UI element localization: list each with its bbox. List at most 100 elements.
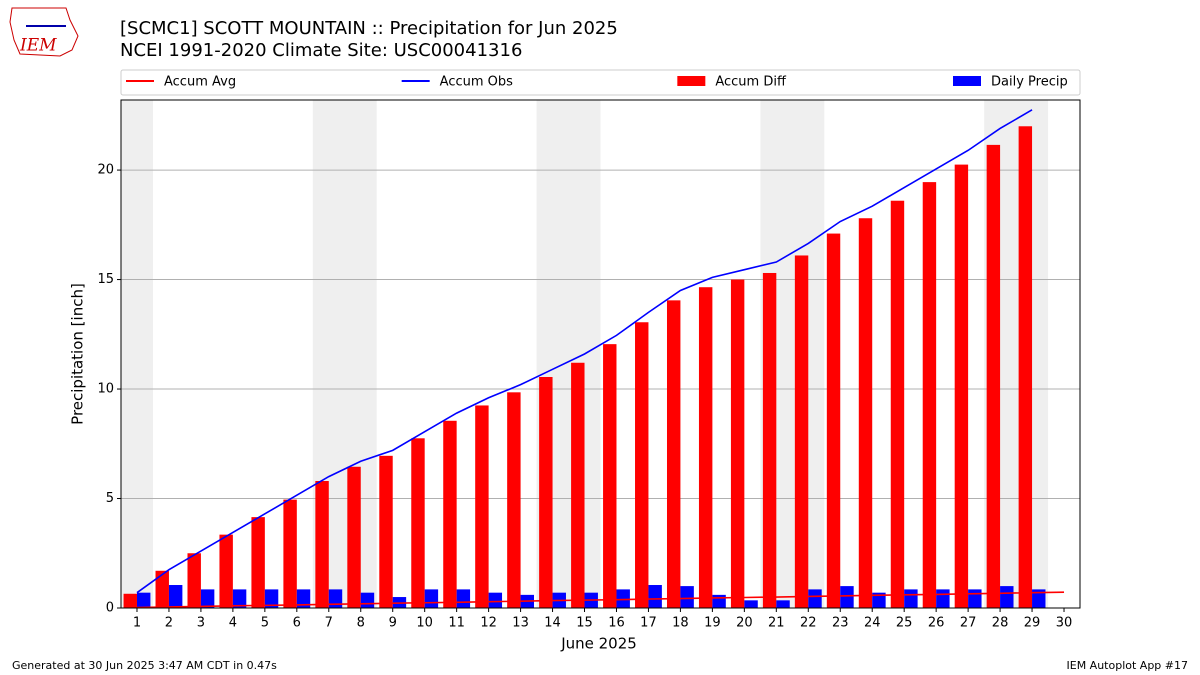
bar — [730, 279, 745, 608]
bar — [1032, 589, 1046, 608]
bar — [1000, 586, 1014, 608]
bar — [840, 586, 854, 608]
bar — [136, 592, 151, 608]
bar — [379, 455, 393, 608]
bar — [571, 362, 585, 608]
x-tick-label: 13 — [512, 616, 529, 631]
bar — [635, 322, 649, 608]
legend-swatch — [677, 76, 706, 86]
bar — [794, 255, 809, 608]
bar — [968, 589, 982, 608]
bar — [187, 553, 201, 608]
y-tick-label: 5 — [106, 491, 114, 506]
bar — [123, 593, 137, 608]
bar — [411, 438, 425, 608]
footer-left: Generated at 30 Jun 2025 3:47 AM CDT in … — [12, 659, 277, 672]
legend-swatch — [953, 76, 981, 86]
bar — [744, 600, 758, 608]
logo-outline — [9, 7, 79, 57]
y-tick-label: 15 — [97, 272, 114, 287]
logo-text: IEM — [19, 36, 57, 56]
x-tick-label: 21 — [768, 616, 785, 631]
y-axis-label: Precipitation [inch] — [69, 283, 87, 425]
bar — [443, 420, 457, 608]
bar — [826, 233, 841, 608]
x-tick-label: 7 — [325, 616, 333, 631]
y-tick-label: 20 — [97, 163, 114, 178]
bar — [936, 589, 950, 608]
bar — [456, 589, 471, 608]
bar — [507, 392, 521, 608]
x-tick-label: 23 — [832, 616, 849, 631]
bar — [328, 589, 343, 608]
weekend-band — [121, 100, 153, 608]
bar — [616, 589, 630, 608]
chart-title: [SCMC1] SCOTT MOUNTAIN :: Precipitation … — [120, 18, 618, 39]
line — [136, 591, 1065, 609]
bar — [251, 517, 265, 608]
chart-subtitle: NCEI 1991-2020 Climate Site: USC00041316 — [120, 40, 522, 61]
bar — [872, 592, 886, 608]
x-tick-label: 8 — [357, 616, 365, 631]
bar — [264, 589, 279, 608]
x-tick-label: 15 — [576, 616, 593, 631]
x-tick-label: 26 — [928, 616, 945, 631]
legend-label: Accum Avg — [164, 75, 236, 90]
logo: IEM — [9, 7, 79, 57]
legend-box — [120, 69, 1081, 96]
bar — [603, 344, 617, 608]
x-tick-label: 10 — [416, 616, 433, 631]
x-tick-label: 19 — [704, 616, 721, 631]
plot-layer — [121, 109, 1080, 609]
bar — [648, 585, 662, 608]
x-tick-label: 24 — [864, 616, 881, 631]
bar — [475, 405, 489, 608]
legend-label: Daily Precip — [991, 75, 1068, 90]
bar — [680, 586, 694, 608]
x-tick-label: 9 — [389, 616, 397, 631]
x-tick-label: 12 — [480, 616, 497, 631]
x-tick-label: 5 — [261, 616, 269, 631]
legend-label: Accum Diff — [715, 75, 787, 90]
x-tick-label: 2 — [165, 616, 173, 631]
bar — [666, 300, 681, 608]
x-tick-label: 16 — [608, 616, 625, 631]
bar — [539, 376, 553, 608]
bar — [712, 594, 726, 608]
x-tick-label: 28 — [992, 616, 1009, 631]
bar — [347, 466, 361, 608]
plot-frame — [120, 99, 1081, 609]
bar — [360, 592, 375, 608]
bar — [762, 272, 777, 608]
x-tick-label: 20 — [736, 616, 753, 631]
x-tick-label: 11 — [448, 616, 465, 631]
x-tick-label: 22 — [800, 616, 817, 631]
x-tick-label: 27 — [960, 616, 977, 631]
bar — [890, 200, 905, 609]
bar — [698, 287, 713, 608]
bar — [904, 589, 918, 608]
x-tick-label: 25 — [896, 616, 913, 631]
y-tick-label: 0 — [106, 601, 114, 616]
line — [136, 109, 1033, 594]
x-axis-label: June 2025 — [560, 635, 637, 653]
x-tick-label: 30 — [1056, 616, 1073, 631]
x-tick-label: 4 — [229, 616, 237, 631]
footer-right: IEM Autoplot App #17 — [1067, 659, 1189, 672]
bar — [1018, 126, 1033, 608]
x-tick-label: 18 — [672, 616, 689, 631]
bar — [296, 589, 311, 608]
x-tick-label: 29 — [1024, 616, 1041, 631]
x-tick-label: 6 — [293, 616, 301, 631]
bar — [922, 182, 937, 609]
x-tick-label: 3 — [197, 616, 205, 631]
bar — [776, 600, 790, 608]
bar — [488, 592, 503, 608]
x-tick-label: 14 — [544, 616, 561, 631]
y-tick-label: 10 — [97, 382, 114, 397]
bar — [424, 589, 439, 608]
bar — [168, 585, 183, 608]
bar — [219, 534, 233, 608]
bar — [858, 218, 873, 608]
